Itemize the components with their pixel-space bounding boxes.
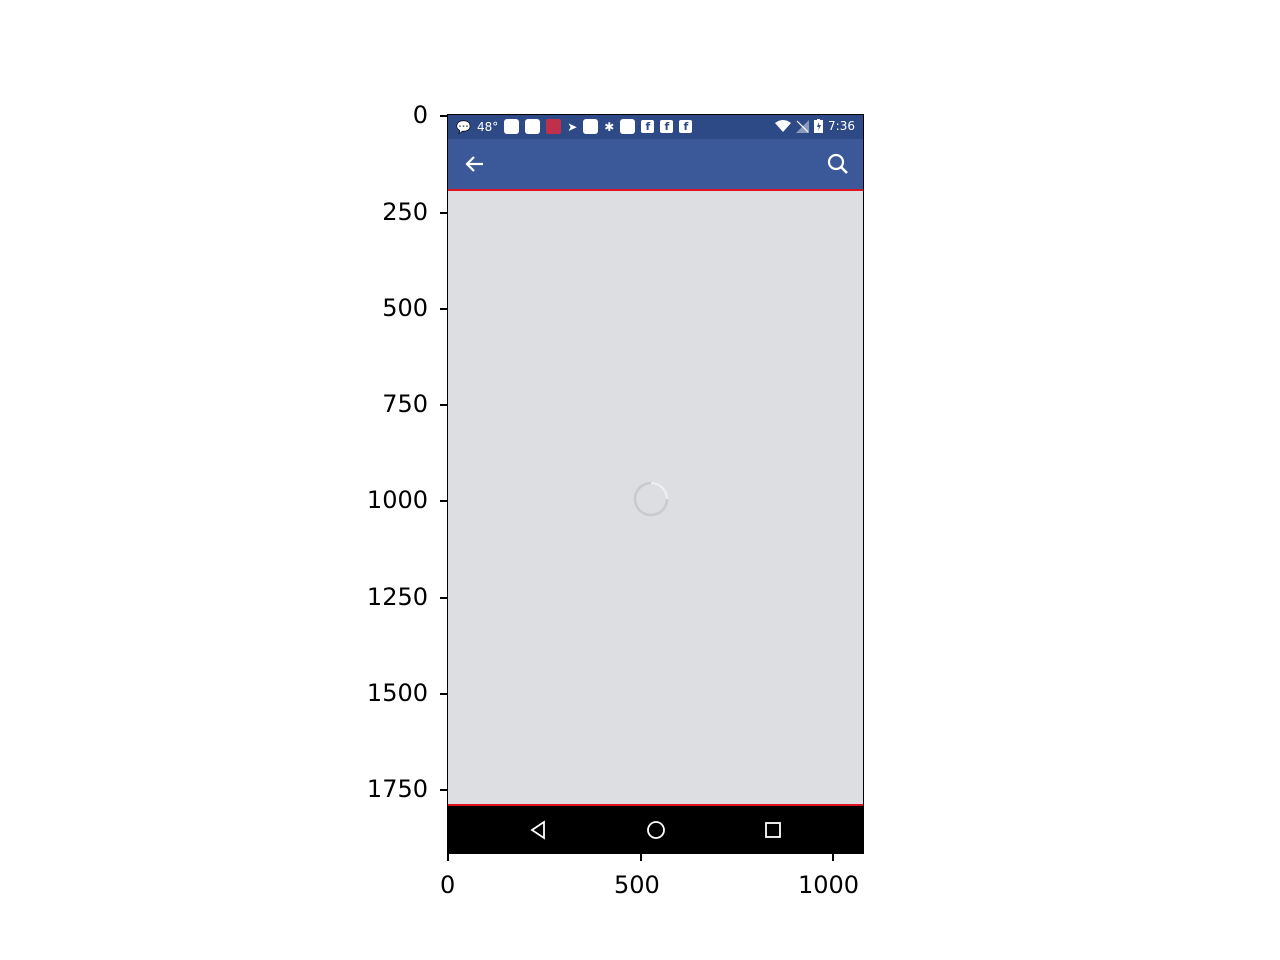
message-icon: 💬 [456, 119, 471, 134]
content-area [448, 189, 863, 806]
y-tick-label: 1000 [366, 486, 428, 514]
loading-spinner-icon [633, 481, 669, 517]
y-axis-tick [440, 404, 447, 406]
x-axis-tick [447, 854, 449, 861]
wifi-icon [775, 119, 792, 132]
app-notification-icon [504, 119, 520, 134]
battery-icon [814, 119, 824, 133]
x-tick-label: 1000 [798, 871, 860, 899]
y-axis-tick [440, 789, 447, 791]
triangle-back-icon[interactable] [526, 818, 550, 842]
y-tick-label: 500 [382, 294, 428, 322]
circle-home-icon[interactable] [644, 818, 668, 842]
system-nav-bar [448, 806, 863, 853]
status-notifications: 💬 48° ➤ ✱ f f f [456, 119, 693, 134]
arrow-left-icon[interactable] [462, 151, 488, 177]
x-tick-label: 500 [614, 871, 660, 899]
y-tick-label: 0 [412, 101, 428, 129]
temperature-text: 48° [476, 119, 499, 134]
person-icon: ✱ [604, 119, 615, 134]
y-axis-tick [440, 500, 447, 502]
y-axis-tick [440, 308, 447, 310]
x-axis-tick [640, 854, 642, 861]
telegram-icon: ➤ [567, 119, 578, 134]
y-axis-tick [440, 693, 447, 695]
clock-text: 7:36 [828, 119, 855, 133]
app-notification-icon [525, 119, 541, 134]
app-notification-icon [583, 119, 599, 134]
app-notification-icon [620, 119, 636, 134]
y-tick-label: 1750 [366, 775, 428, 803]
y-axis-tick [440, 212, 447, 214]
app-toolbar [448, 139, 863, 189]
y-tick-label: 1500 [366, 679, 428, 707]
y-tick-label: 250 [382, 198, 428, 226]
no-signal-icon [796, 119, 810, 133]
screenshot-frame: 💬 48° ➤ ✱ f f f [447, 114, 864, 854]
facebook-icon: f [641, 120, 655, 133]
search-icon[interactable] [825, 151, 851, 177]
facebook-icon: f [679, 120, 693, 133]
y-axis-tick [440, 597, 447, 599]
y-tick-label: 750 [382, 390, 428, 418]
x-tick-label: 0 [440, 871, 456, 899]
y-tick-label: 1250 [366, 583, 428, 611]
square-recents-icon[interactable] [761, 818, 785, 842]
y-axis-tick [440, 115, 447, 117]
x-axis-tick [832, 854, 834, 861]
status-bar: 💬 48° ➤ ✱ f f f [448, 115, 863, 139]
facebook-icon: f [660, 120, 674, 133]
pdf-app-icon [546, 119, 562, 134]
status-system: 7:36 [775, 119, 855, 133]
